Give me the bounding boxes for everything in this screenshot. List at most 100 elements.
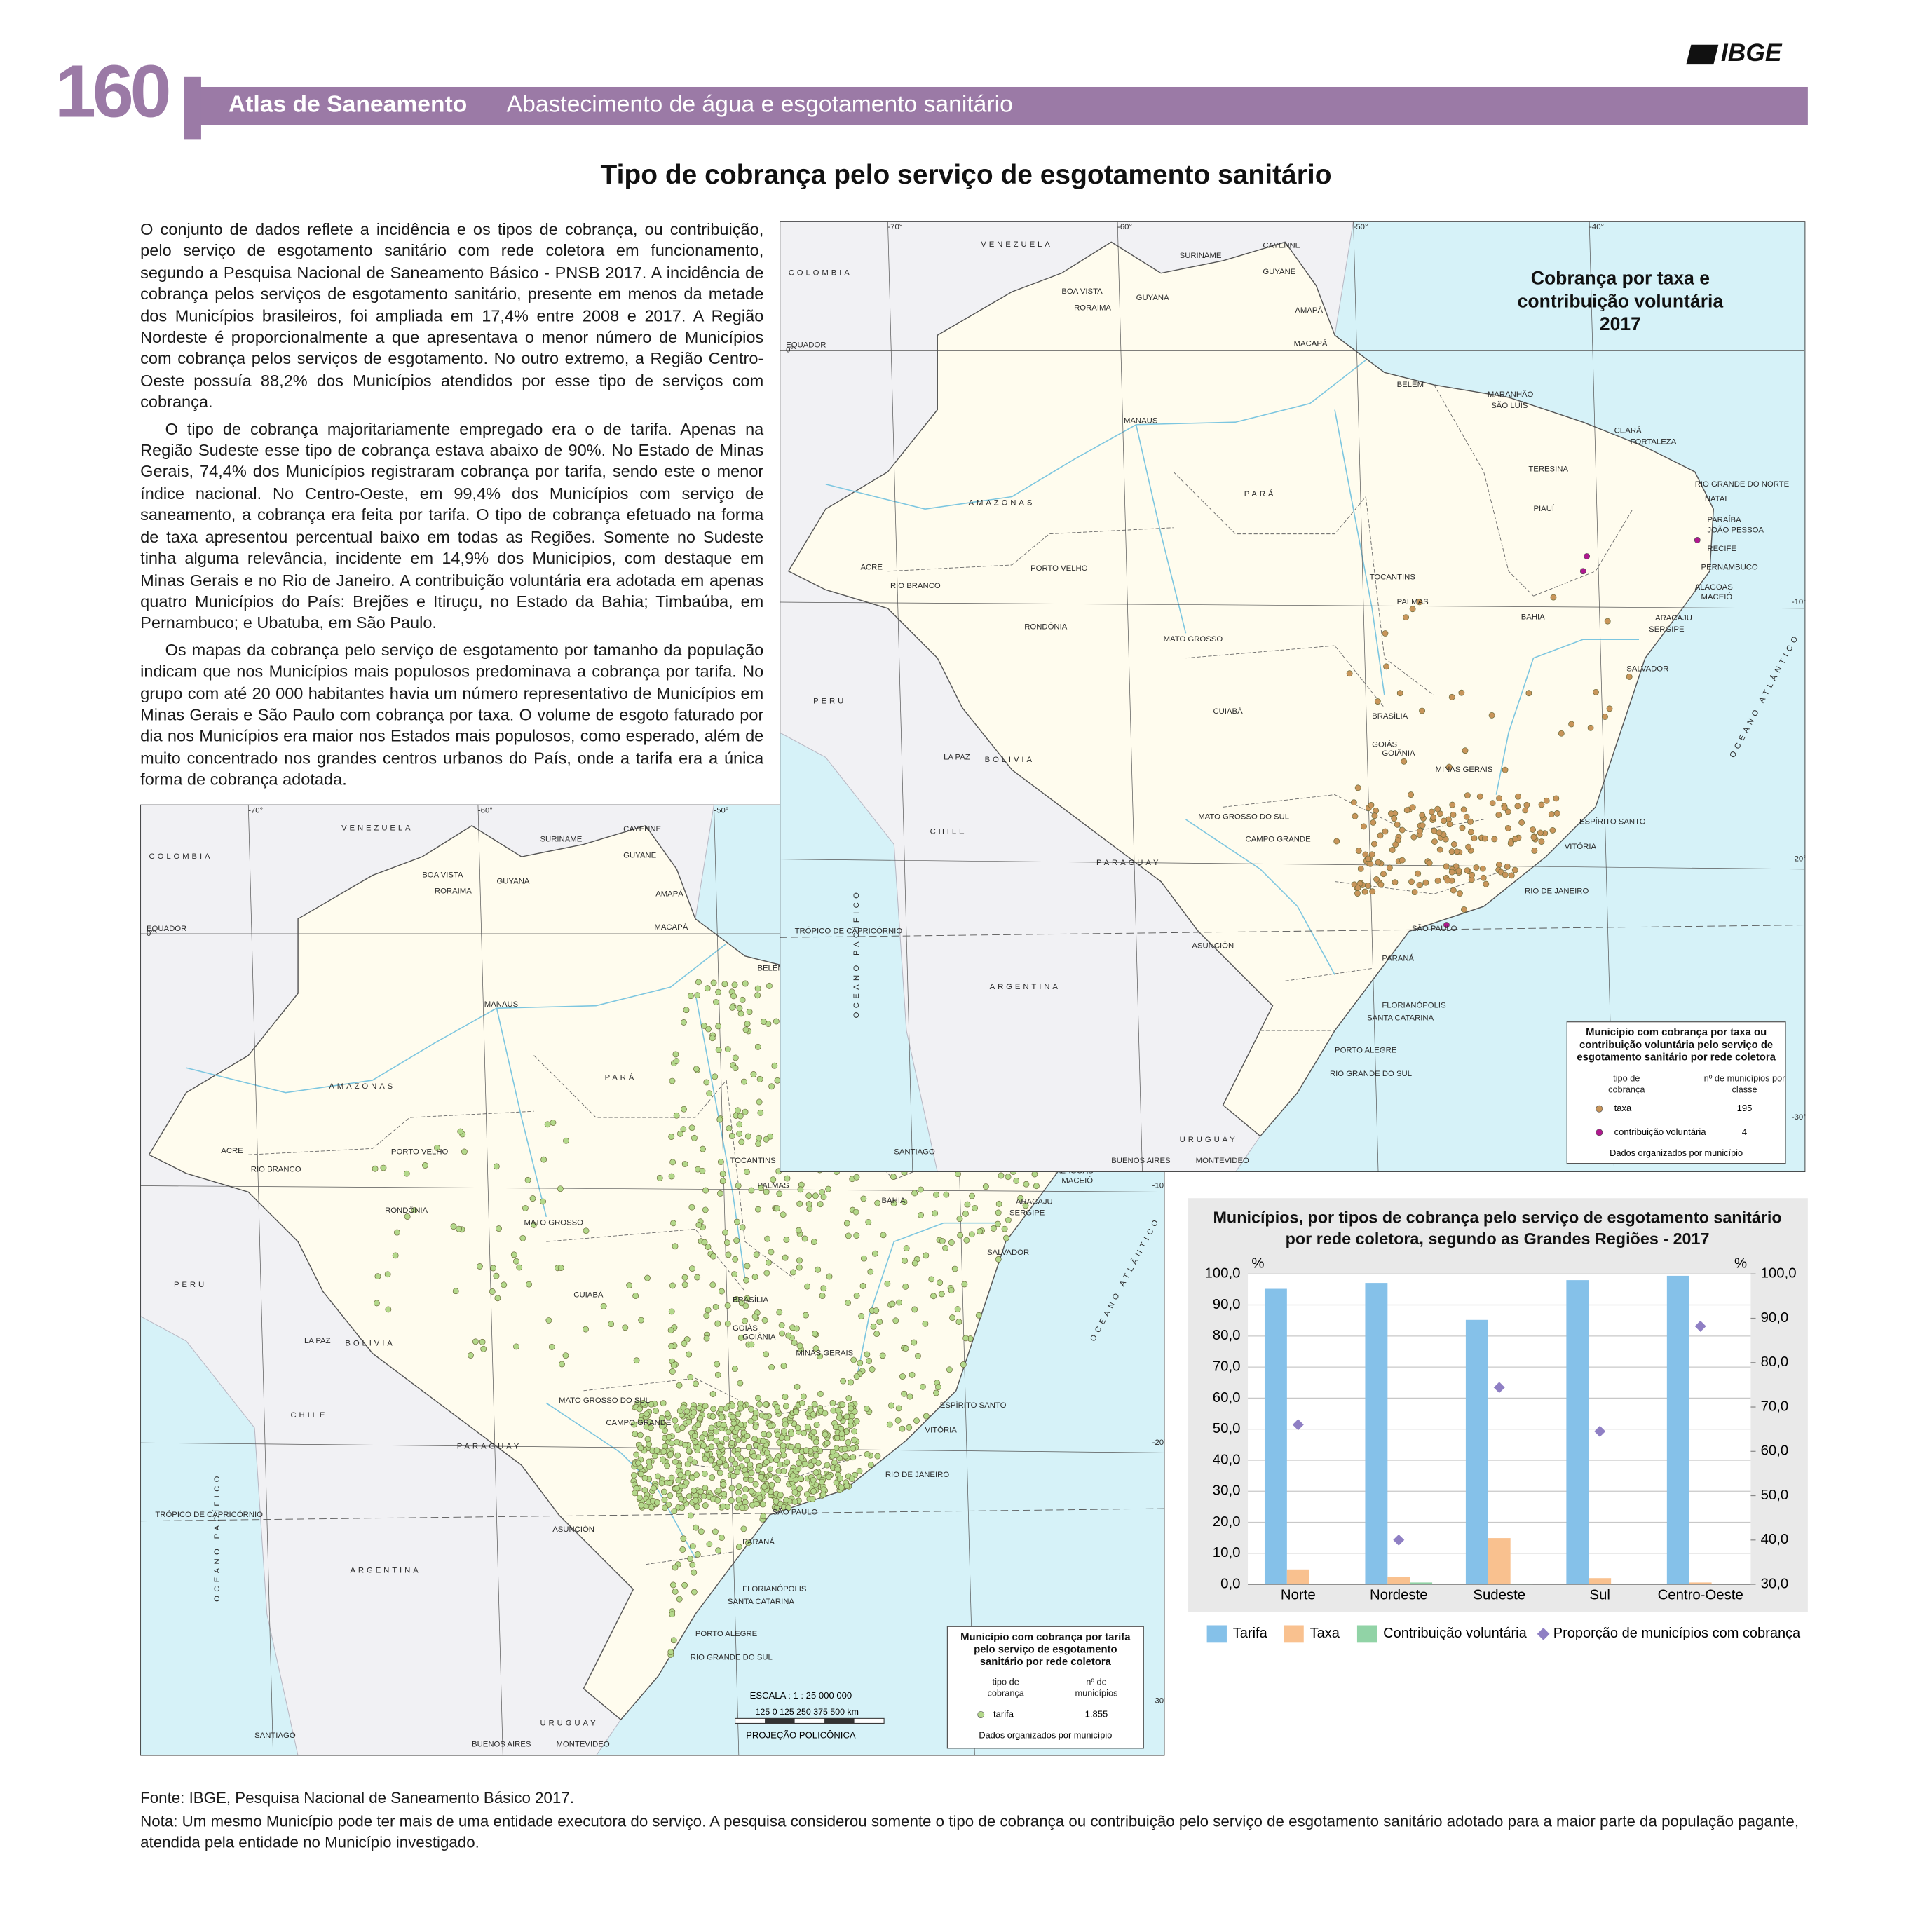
place-label: PARÁ	[605, 1073, 637, 1082]
municipality-dot	[1523, 801, 1530, 808]
municipality-dot	[557, 1265, 564, 1272]
place-label: SÃO LUÍS	[1491, 401, 1528, 410]
municipality-dot	[702, 1455, 709, 1462]
municipality-dot	[938, 1291, 945, 1298]
municipality-dot	[819, 1491, 826, 1498]
atlas-name: Atlas de Saneamento	[228, 92, 468, 118]
municipality-dot	[693, 1504, 700, 1511]
tropic	[780, 925, 1804, 938]
municipality-dot	[957, 1232, 964, 1239]
municipality-dot	[687, 1556, 694, 1563]
municipality-dot	[529, 1195, 536, 1202]
municipality-dot	[1419, 812, 1426, 819]
municipality-dot	[524, 1176, 531, 1183]
municipality-dot	[1365, 855, 1372, 862]
municipality-dot	[789, 1472, 796, 1479]
municipality-dot	[1508, 872, 1515, 879]
map-geometry: COLOMBIA VENEZUELA SURINAME CAYENNE GUYANE BO…	[780, 221, 1805, 1173]
municipality-dot	[853, 1417, 860, 1424]
municipality-dot	[751, 1313, 758, 1320]
river	[1495, 639, 1639, 795]
river	[1334, 409, 1385, 695]
place-label: ESPÍRITO SANTO	[1579, 817, 1646, 826]
place-label: AMAPÁ	[655, 889, 683, 898]
municipality-dot	[1448, 869, 1455, 876]
municipality-dot	[741, 1494, 748, 1501]
municipality-dot	[675, 1477, 682, 1484]
municipality-dot	[757, 1109, 764, 1116]
municipality-dot	[742, 1108, 749, 1115]
y-tick-label: 40,0	[1213, 1452, 1241, 1467]
municipality-dot	[770, 1176, 777, 1183]
municipality-dot	[472, 1338, 479, 1345]
diamond-marker	[1493, 1382, 1505, 1394]
municipality-dot	[961, 1281, 968, 1288]
y2-axis-unit: %	[1734, 1256, 1747, 1271]
municipality-dot	[853, 1293, 860, 1299]
municipality-dot	[767, 1466, 773, 1473]
place-label: BAHIA	[1521, 613, 1545, 621]
municipality-dot	[686, 1418, 693, 1425]
place-label: MANAUS	[484, 1000, 519, 1009]
municipality-dot	[750, 1071, 757, 1077]
municipality-dot	[385, 1306, 392, 1313]
municipality-dot	[760, 1019, 767, 1025]
municipality-dot	[943, 1191, 950, 1198]
municipality-dot	[1531, 848, 1538, 854]
state-border	[546, 1229, 746, 1292]
municipality-dot	[681, 1441, 688, 1448]
scale-bar-segment	[765, 1718, 795, 1724]
municipality-dot	[879, 1352, 886, 1359]
municipality-dot	[948, 1239, 955, 1246]
municipality-dot	[714, 1320, 721, 1327]
place-label: PARAGUAY	[457, 1442, 522, 1450]
municipality-dot	[780, 1363, 787, 1369]
legend-label: Proporção de municípios com cobrança	[1553, 1626, 1801, 1641]
municipality-dot	[1001, 1225, 1008, 1232]
municipality-dot	[1408, 791, 1415, 798]
parallel	[780, 601, 1804, 609]
municipality-dot	[680, 1535, 687, 1542]
municipality-dot	[646, 1458, 653, 1465]
place-label: PORTO VELHO	[1030, 564, 1088, 573]
municipality-dot	[719, 1414, 726, 1421]
municipality-dot	[1422, 879, 1429, 886]
municipality-dot	[714, 1371, 721, 1378]
municipality-dot	[1530, 834, 1537, 841]
place-label: BELÉM	[757, 964, 784, 973]
municipality-dot	[867, 1268, 874, 1275]
municipality-dot	[756, 1401, 763, 1408]
municipality-dot	[963, 1237, 970, 1244]
place-label: SÃO PAULO	[1412, 924, 1457, 933]
municipality-dot	[820, 1285, 827, 1292]
municipality-dot	[819, 1189, 825, 1195]
municipality-dot	[1450, 841, 1457, 848]
municipality-dot	[526, 1281, 532, 1288]
state-border	[1173, 471, 1366, 535]
municipality-dot	[1518, 819, 1525, 826]
place-label: ALAGOAS	[1695, 583, 1734, 592]
municipality-dot	[583, 1326, 589, 1333]
municipality-dot	[1354, 885, 1361, 892]
municipality-dot	[995, 1200, 1002, 1207]
municipality-dot	[760, 1438, 767, 1445]
municipality-dot	[759, 1501, 766, 1508]
municipality-dot	[1369, 888, 1376, 895]
municipality-dot	[731, 981, 738, 988]
municipality-dot	[1368, 802, 1375, 808]
municipality-dot	[1368, 851, 1375, 858]
municipality-dot	[706, 1090, 713, 1097]
legend-header: tipo de cobrança	[1608, 1073, 1645, 1096]
municipality-dot	[838, 1430, 845, 1437]
municipality-dot	[374, 1273, 381, 1280]
bar	[1465, 1319, 1488, 1585]
municipality-dot	[873, 1331, 880, 1338]
river	[186, 943, 727, 1094]
municipality-dot	[1394, 821, 1401, 828]
municipality-dot	[1694, 537, 1701, 543]
municipality-dot	[1409, 804, 1416, 811]
municipality-dot	[672, 1458, 679, 1465]
x-tick-label: Norte	[1281, 1587, 1316, 1603]
